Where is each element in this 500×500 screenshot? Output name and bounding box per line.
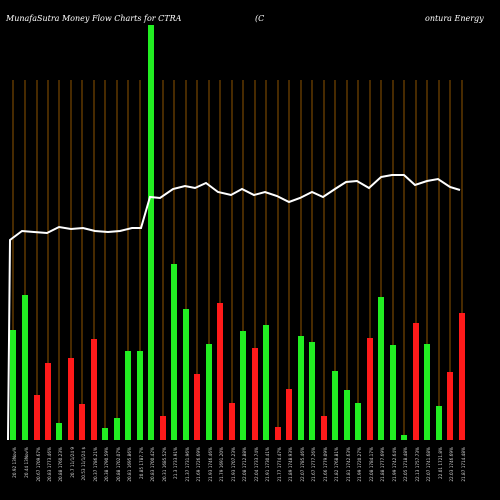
bar [459,313,465,440]
x-tick-label: 21.81 1742.63% [346,447,351,482]
bar [68,358,74,440]
bar [34,395,40,440]
bar [91,339,97,440]
bar [56,423,62,440]
x-tick-label: 21.89 1748.93% [288,447,293,482]
x-tick-label: 21.37 1731.96% [185,447,190,482]
bar [275,427,281,440]
x-tick-label: 20.83 1773.46% [47,447,52,482]
x-tick-label: 22.04 1733.74% [254,447,259,482]
bar [390,345,396,440]
chart-title: MunafaSutra Money Flow Charts for CTRA [6,14,182,23]
bar [309,342,315,440]
x-tick-label: 21.77 1774.47% [277,447,282,482]
x-tick-label: 20.88 1702.07% [116,447,121,482]
bar [378,297,384,440]
x-tick-label: 21.87 1714.48% [461,447,466,482]
x-tick-label: 20.67 1709.67% [36,447,41,482]
x-tick-label: 21.93 1707.23% [231,447,236,482]
x-tick-label: 22.13 1757.73% [415,447,420,482]
bar [424,344,430,440]
x-tick-label: 21.88 1777.69% [380,447,385,482]
bar [125,351,131,440]
bar [355,403,361,440]
bar [171,264,177,440]
x-tick-label: 20.81 1695.86% [127,447,132,482]
x-tick-label: 21.99 1720.27% [357,447,362,482]
bar [436,406,442,440]
bar [102,428,108,440]
bar [321,416,327,440]
x-tick-label: 20.53 11/1/24 $ [81,447,86,481]
x-tick-label: 20.44 13Nov% [24,447,29,478]
bar [114,418,120,440]
x-tick-label: 22.03 1746.69% [449,447,454,482]
bar [252,348,258,440]
chart-title-company: ontura Energy [425,14,484,23]
x-tick-label: 21.82 1768.81% [334,447,339,482]
x-tick-label: 22.07 1785.46% [300,447,305,482]
bar [183,309,189,440]
x-tick-label: 21.69 1726.69% [196,447,201,482]
bar [344,390,350,440]
money-flow-bars [10,25,465,440]
x-tick-label: 21.99 1742.64% [392,447,397,482]
price-line-path [7,174,461,441]
bar [263,325,269,440]
bar [240,331,246,440]
bar [22,295,28,440]
bar [447,372,453,440]
x-tick-label: 20.37 1786.21% [93,447,98,482]
x-tick-label: 21.67 1777.26% [311,447,316,482]
bar [148,25,154,440]
x-tick-label: 21.3 1733.91% [173,447,178,479]
x-tick-label: 21.91 1730.41% [265,447,270,482]
x-tick-label: 20.85 1787.7% [139,447,144,479]
x-tick-label: 22.08 1712.88% [242,447,247,482]
x-tick-labels: 20.92 13Nov% 20.44 13Nov% 20.67 1709.67% 20… [12,447,466,482]
bar [160,416,166,440]
bar [45,363,51,440]
chart-title-company-open: (C [255,14,265,23]
bar [194,374,200,440]
bar [229,403,235,440]
x-tick-label: 22.01 1721.8% [438,447,443,479]
bar [206,344,212,440]
x-tick-label: 21.93 1746.46% [208,447,213,482]
x-tick-label: 20.31 1685.52% [162,447,167,482]
bar [298,336,304,440]
bar [137,351,143,440]
x-tick-label: 22.07 1741.68% [426,447,431,482]
x-tick-label: 20.88 1760.23% [58,447,63,482]
bar [79,404,85,440]
x-tick-label: 21.79 1691.20% [219,447,224,482]
x-tick-label: 21.66 1779.09% [323,447,328,482]
x-tick-label: 22.05 1718.48% [403,447,408,482]
bar [401,435,407,440]
bar [217,303,223,440]
x-tick-label: 20.7 11/1/24 9 [70,447,75,478]
x-tick-label: 20.83 1700.42% [150,447,155,482]
bar [10,330,16,440]
x-tick-label: 20.38 1790.59% [104,447,109,482]
bar [286,389,292,440]
x-tick-label: 22.08 1784.17% [369,447,374,482]
bar [332,371,338,440]
bar [367,338,373,440]
x-tick-label: 20.92 13Nov% [12,447,17,478]
bar [413,323,419,440]
price-line [7,174,461,441]
